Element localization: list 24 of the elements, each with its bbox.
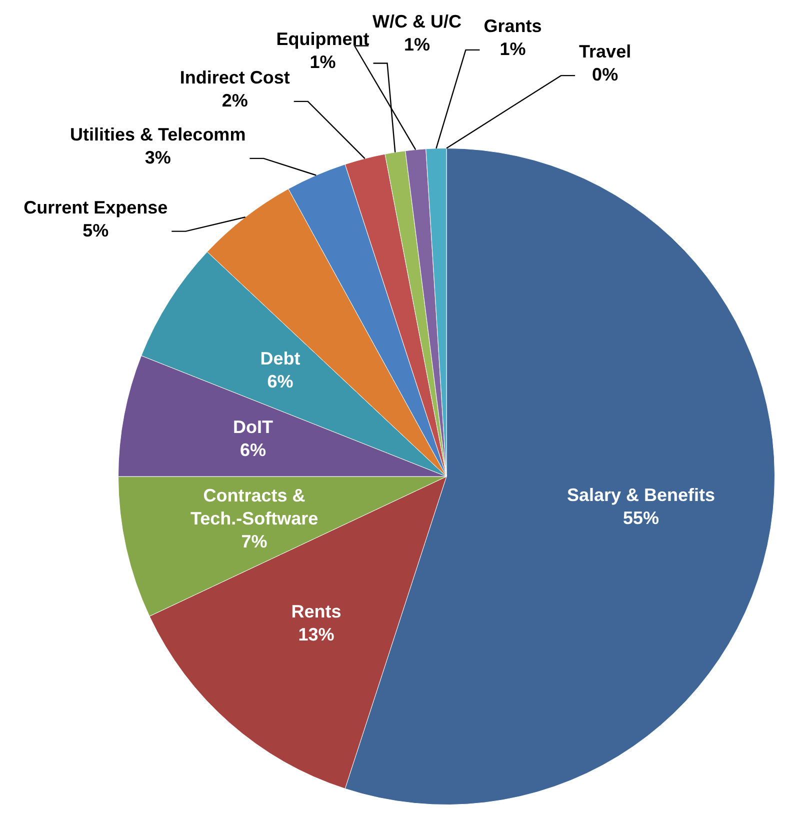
slice-label: Grants xyxy=(484,16,542,36)
slice-label: Indirect Cost xyxy=(180,67,290,88)
slice-label: Rents xyxy=(291,602,342,622)
data-label: 6% xyxy=(267,371,294,392)
data-label: 5% xyxy=(82,220,109,240)
text: 0% xyxy=(592,64,618,85)
slice-label: W/C & U/C xyxy=(372,12,462,32)
data-label: 1% xyxy=(404,34,430,55)
data-label: 7% xyxy=(241,531,268,552)
slice-label: Equipment xyxy=(276,29,370,50)
data-label: 1% xyxy=(500,38,526,59)
data-label: 1% xyxy=(310,52,336,72)
data-label: 3% xyxy=(144,147,171,168)
slice-label: Salary & Benefits xyxy=(566,484,716,505)
slice-label: Utilities & Telecomm xyxy=(70,124,246,144)
data-label: 55% xyxy=(623,508,660,528)
slice-label: Current Expense xyxy=(24,197,168,218)
data-label: 2% xyxy=(222,90,248,110)
data-label: 6% xyxy=(240,440,266,460)
category-label: Travel xyxy=(579,42,632,62)
data-label: 13% xyxy=(298,624,334,645)
slice-label: Debt xyxy=(260,348,300,368)
slice-label: DoIT xyxy=(233,417,274,438)
slice-label: Contracts & Tech.-Software xyxy=(190,485,318,528)
